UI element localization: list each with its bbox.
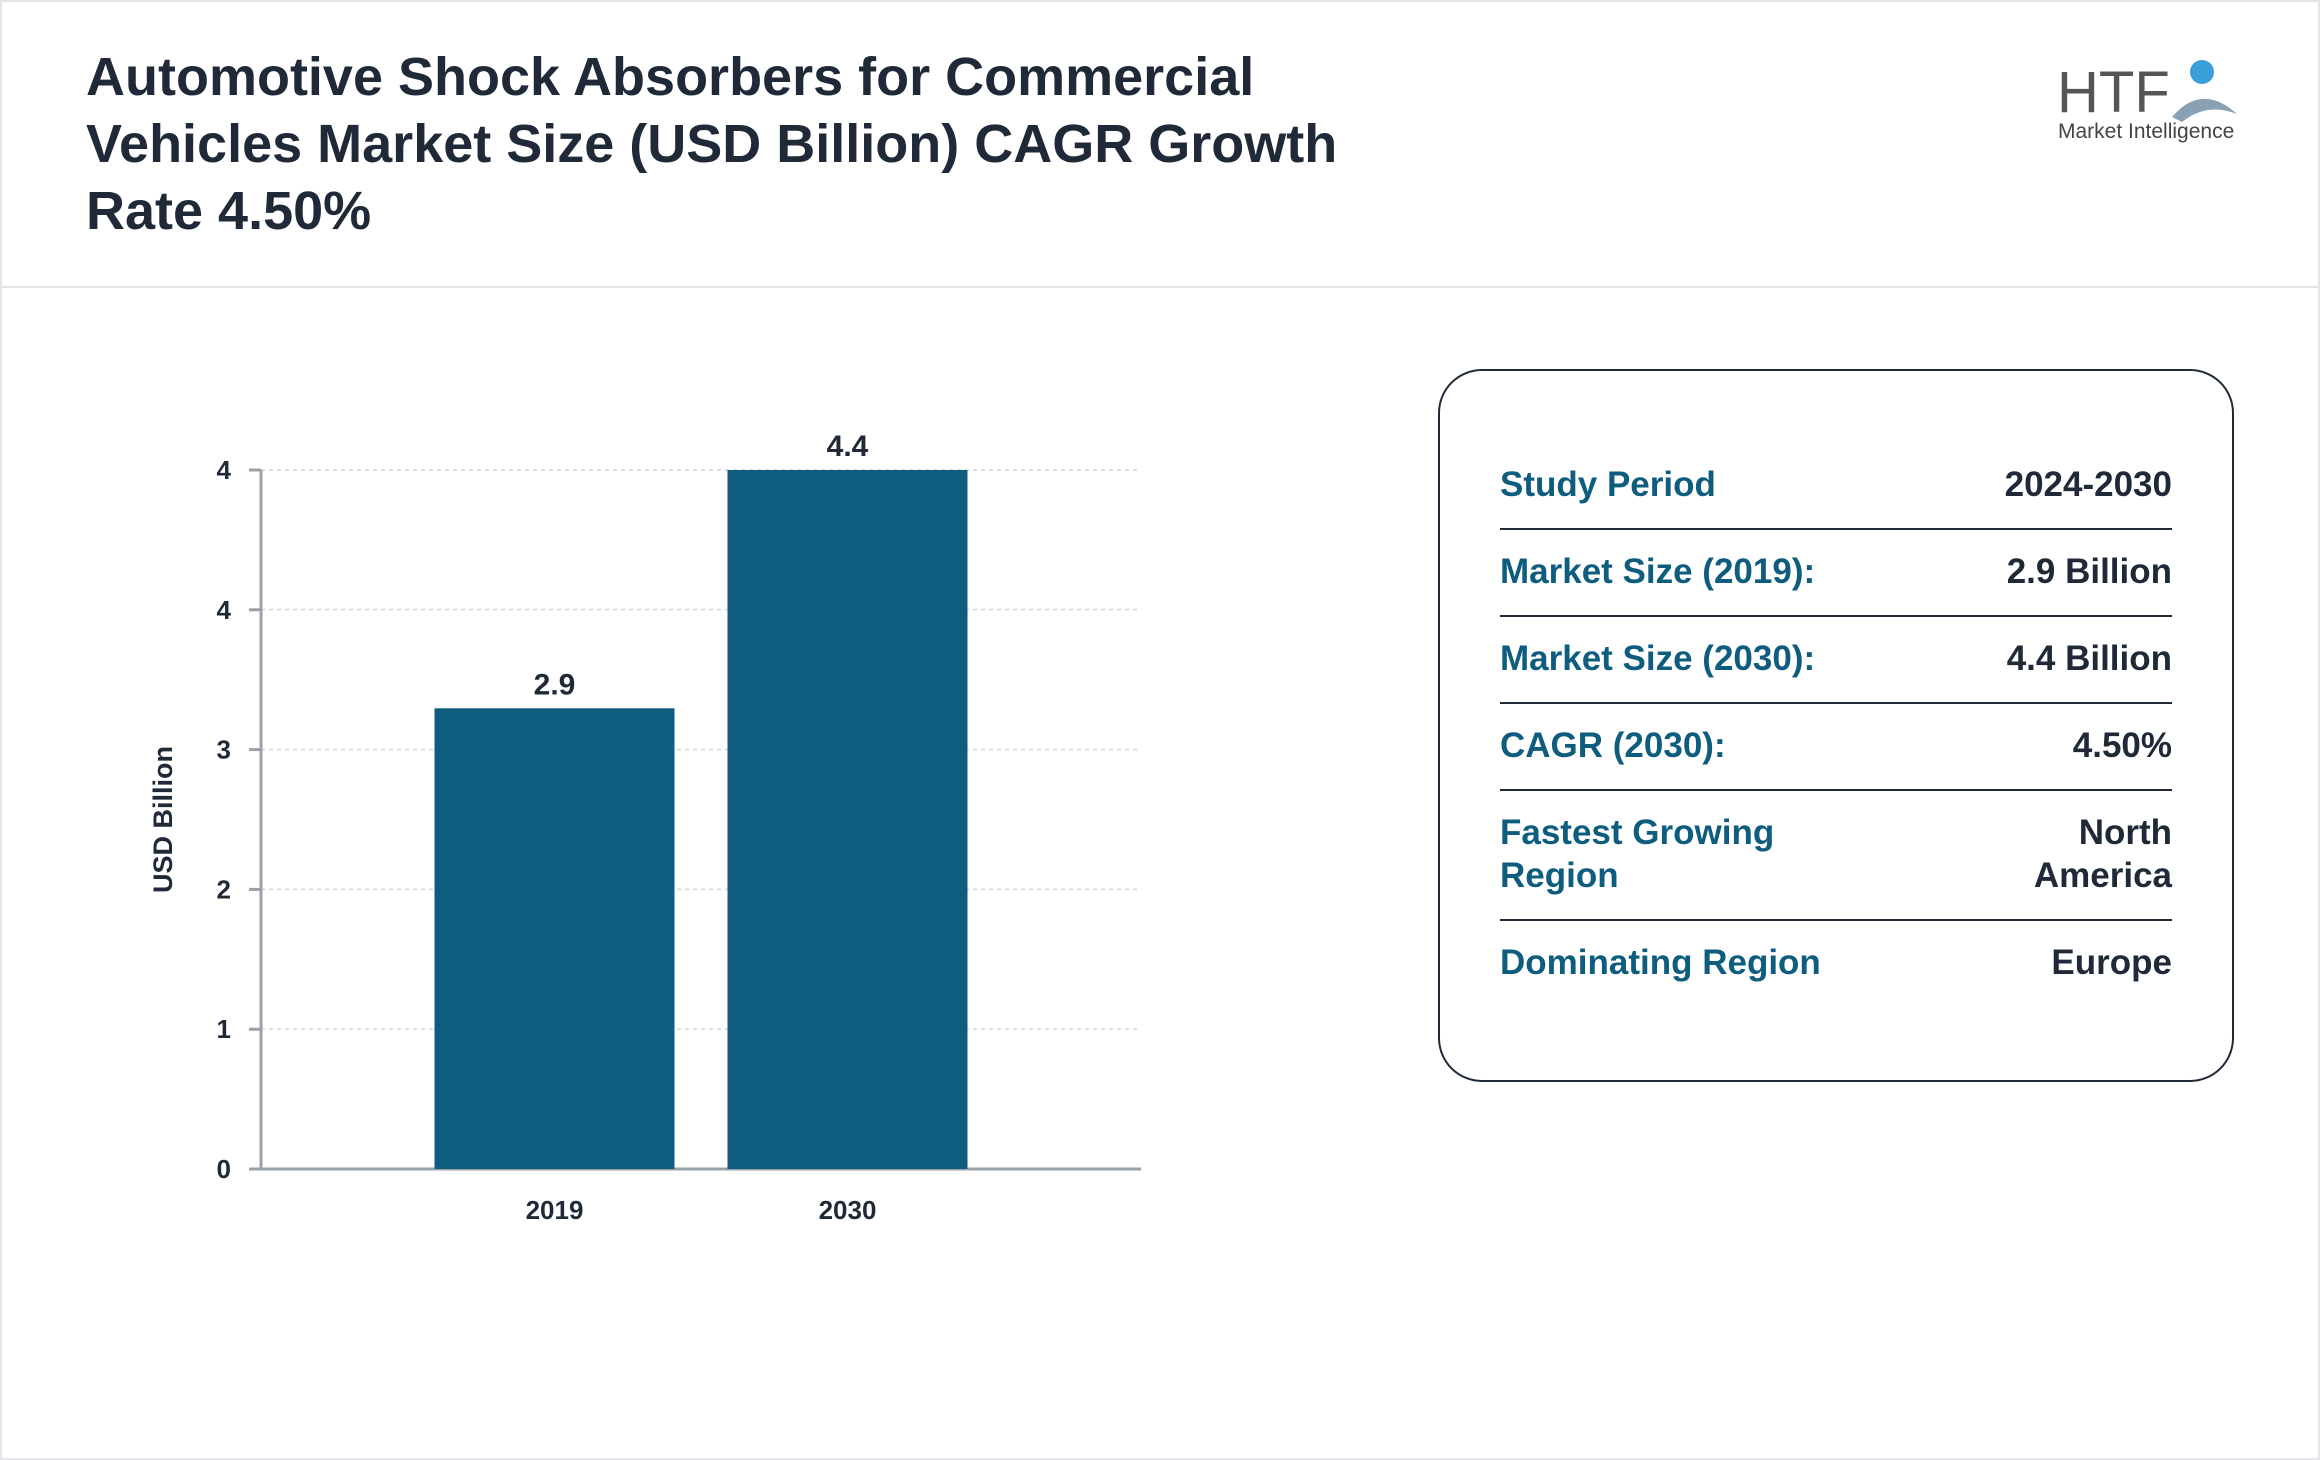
info-row: Dominating Region Europe: [1500, 921, 2172, 1006]
title: Automotive Shock Absorbers for Commercia…: [86, 47, 1338, 241]
logo-mark: HTF: [2057, 60, 2170, 125]
info-row: CAGR (2030): 4.50%: [1500, 704, 2172, 791]
info-value: 4.50%: [2072, 726, 2172, 765]
info-value: 2.9 Billion: [2006, 552, 2172, 591]
info-label: Market Size (2019):: [1500, 552, 1816, 591]
info-label: Market Size (2030):: [1500, 639, 1816, 678]
y-tick-label: 0: [217, 1154, 231, 1184]
y-tick-label: 4: [217, 595, 232, 625]
info-label: CAGR (2030):: [1500, 726, 1726, 765]
info-row: Market Size (2030): 4.4 Billion: [1500, 617, 2172, 704]
bar: [434, 708, 675, 1169]
data-label: 2.9: [534, 668, 576, 701]
info-value: 4.4 Billion: [2006, 639, 2172, 678]
info-row: Market Size (2019): 2.9 Billion: [1500, 530, 2172, 617]
logo: HTF Market Intelligence: [2057, 60, 2237, 143]
chart: 0 1 2 3 4 4 USD Billion 2.9 2019 4.4 2030: [148, 430, 1141, 1225]
logo-icon: [2172, 98, 2237, 122]
data-label: 4.4: [827, 430, 869, 463]
info-value: 2024-2030: [2004, 465, 2172, 504]
logo-icon: [2190, 60, 2214, 84]
x-tick-label: 2019: [526, 1195, 584, 1225]
y-tick-label: 1: [217, 1014, 231, 1044]
y-tick-label: 2: [217, 874, 231, 904]
info-row: Study Period 2024-2030: [1500, 443, 2172, 530]
info-label: Fastest Growing Region: [1500, 813, 1775, 895]
y-tick-label: 4: [217, 455, 232, 485]
info-value: North America: [2033, 813, 2172, 895]
header: Automotive Shock Absorbers for Commercia…: [2, 2, 2318, 288]
info-card: Study Period 2024-2030 Market Size (2019):…: [1438, 369, 2234, 1082]
bar: [727, 470, 968, 1169]
info-row: Fastest Growing Region North America: [1500, 791, 2172, 921]
info-value: Europe: [2051, 943, 2172, 982]
x-tick-label: 2030: [819, 1195, 877, 1225]
info-label: Dominating Region: [1500, 943, 1821, 982]
info-label: Study Period: [1500, 465, 1716, 504]
y-tick-label: 3: [217, 735, 231, 765]
y-axis-label: USD Billion: [148, 746, 178, 893]
logo-tagline: Market Intelligence: [2058, 120, 2234, 143]
